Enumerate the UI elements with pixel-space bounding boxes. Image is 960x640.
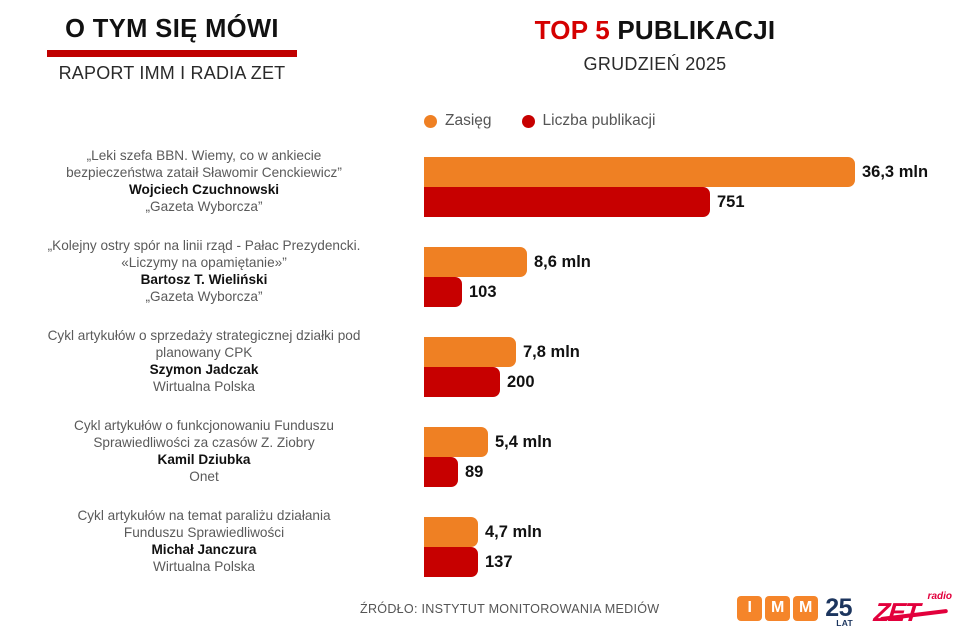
- brand-block: O TYM SIĘ MÓWI RAPORT IMM I RADIA ZET: [27, 16, 317, 84]
- bar-group-publications: 103: [424, 277, 591, 307]
- row-bars: 5,4 mln 89: [424, 427, 552, 487]
- chart-row: „Kolejny ostry spór na linii rząd - Pała…: [0, 238, 960, 328]
- bar-group-publications: 89: [424, 457, 552, 487]
- row-author: Bartosz T. Wieliński: [140, 271, 268, 287]
- imm-letter-m1: M: [765, 595, 791, 621]
- bar-reach[interactable]: [424, 247, 527, 277]
- logo-group: I M M 25 LAT ZET radio: [737, 591, 952, 627]
- bar-value-reach: 7,8 mln: [523, 342, 580, 361]
- imm-logo[interactable]: I M M 25 LAT: [737, 593, 853, 627]
- bar-reach[interactable]: [424, 157, 855, 187]
- row-author: Wojciech Czuchnowski: [128, 181, 280, 197]
- bar-reach[interactable]: [424, 427, 488, 457]
- row-outlet: Wirtualna Polska: [153, 378, 255, 394]
- row-label: „Kolejny ostry spór na linii rząd - Pała…: [0, 238, 408, 305]
- zet-radio-tag: radio: [927, 591, 952, 602]
- row-headline-line: „Leki szefa BBN. Wiemy, co w ankiecie: [86, 148, 322, 163]
- bar-publications[interactable]: [424, 547, 478, 577]
- row-author: Kamil Dziubka: [157, 451, 251, 467]
- brand-title: O TYM SIĘ MÓWI: [65, 15, 279, 43]
- legend-label-publications: Liczba publikacji: [542, 112, 656, 129]
- row-author: Michał Janczura: [151, 541, 257, 557]
- row-outlet: „Gazeta Wyborcza”: [145, 288, 263, 304]
- row-headline-line: „Kolejny ostry spór na linii rząd - Pała…: [47, 238, 361, 253]
- bar-group-publications: 137: [424, 547, 542, 577]
- bar-group-publications: 200: [424, 367, 580, 397]
- row-outlet: Onet: [189, 468, 219, 484]
- bar-publications[interactable]: [424, 187, 710, 217]
- chart-row: Cykl artykułów na temat paraliżu działan…: [0, 508, 960, 598]
- row-outlet: Wirtualna Polska: [153, 558, 255, 574]
- row-author: Szymon Jadczak: [149, 361, 259, 377]
- chart-legend: Zasięg Liczba publikacji: [424, 112, 655, 130]
- bar-value-reach: 4,7 mln: [485, 522, 542, 541]
- bar-value-reach: 8,6 mln: [534, 252, 591, 271]
- bar-value-publications: 103: [469, 282, 497, 301]
- bar-value-reach: 36,3 mln: [862, 162, 929, 181]
- radio-zet-logo[interactable]: ZET radio: [872, 591, 952, 627]
- report-title: TOP 5 PUBLIKACJI: [490, 16, 820, 45]
- row-headline-line: Sprawiedliwości za czasów Z. Ziobry: [93, 434, 315, 450]
- chart-row: Cykl artykułów o sprzedaży strategicznej…: [0, 328, 960, 418]
- footer: ŹRÓDŁO: INSTYTUT MONITOROWANIA MEDIÓW I …: [0, 588, 960, 640]
- bar-value-publications: 200: [507, 372, 535, 391]
- bar-value-publications: 751: [717, 192, 745, 211]
- report-title-accent: TOP 5: [534, 15, 610, 45]
- imm-anniversary-number: 25: [825, 593, 852, 622]
- bar-publications[interactable]: [424, 367, 500, 397]
- imm-letter-m2: M: [793, 595, 819, 621]
- report-title-rest: PUBLIKACJI: [617, 15, 776, 45]
- bar-reach[interactable]: [424, 337, 516, 367]
- header: O TYM SIĘ MÓWI RAPORT IMM I RADIA ZET TO…: [0, 0, 960, 100]
- row-headline-line: Funduszu Sprawiedliwości: [123, 524, 285, 540]
- bar-group-reach: 7,8 mln: [424, 337, 580, 367]
- row-label: Cykl artykułów o funkcjonowaniu Funduszu…: [0, 418, 408, 485]
- legend-swatch-publications-icon: [521, 114, 535, 128]
- brand-divider: [47, 49, 297, 57]
- source-note: ŹRÓDŁO: INSTYTUT MONITOROWANIA MEDIÓW: [360, 602, 660, 616]
- legend-item-reach[interactable]: Zasięg: [424, 112, 492, 130]
- bar-group-reach: 8,6 mln: [424, 247, 591, 277]
- bar-reach[interactable]: [424, 517, 478, 547]
- bar-publications[interactable]: [424, 277, 462, 307]
- bar-publications[interactable]: [424, 457, 458, 487]
- legend-swatch-reach-icon: [424, 114, 437, 128]
- row-headline-line: «Liczymy na opamiętanie»”: [121, 254, 287, 270]
- report-subtitle: GRUDZIEŃ 2025: [583, 53, 727, 74]
- legend-item-publications[interactable]: Liczba publikacji: [521, 112, 656, 130]
- brand-subtitle: RAPORT IMM I RADIA ZET: [58, 62, 286, 83]
- row-bars: 36,3 mln 751: [424, 157, 928, 217]
- bar-value-reach: 5,4 mln: [495, 432, 552, 451]
- row-headline-line: Cykl artykułów na temat paraliżu działan…: [77, 508, 331, 523]
- imm-anniversary-unit: LAT: [836, 618, 853, 628]
- row-outlet: „Gazeta Wyborcza”: [145, 198, 263, 214]
- imm-anniversary: 25 LAT: [825, 593, 853, 627]
- bar-group-reach: 36,3 mln: [424, 157, 928, 187]
- bar-chart: „Leki szefa BBN. Wiemy, co w ankiecie be…: [0, 148, 960, 598]
- row-headline-line: Cykl artykułów o funkcjonowaniu Funduszu: [74, 418, 334, 433]
- chart-row: Cykl artykułów o funkcjonowaniu Funduszu…: [0, 418, 960, 508]
- row-headline-line: Cykl artykułów o sprzedaży strategicznej…: [47, 328, 361, 343]
- bar-group-reach: 4,7 mln: [424, 517, 542, 547]
- row-bars: 4,7 mln 137: [424, 517, 542, 577]
- row-bars: 7,8 mln 200: [424, 337, 580, 397]
- row-label: „Leki szefa BBN. Wiemy, co w ankiecie be…: [0, 148, 408, 215]
- bar-value-publications: 137: [485, 552, 513, 571]
- row-label: Cykl artykułów na temat paraliżu działan…: [0, 508, 408, 575]
- imm-letter-i: I: [737, 595, 763, 621]
- bar-group-reach: 5,4 mln: [424, 427, 552, 457]
- row-label: Cykl artykułów o sprzedaży strategicznej…: [0, 328, 408, 395]
- bar-group-publications: 751: [424, 187, 928, 217]
- row-headline-line: bezpieczeństwa zataił Sławomir Cenckiewi…: [66, 164, 342, 180]
- bar-value-publications: 89: [465, 462, 484, 481]
- report-block: TOP 5 PUBLIKACJI GRUDZIEŃ 2025: [490, 16, 820, 75]
- row-bars: 8,6 mln 103: [424, 247, 591, 307]
- chart-row: „Leki szefa BBN. Wiemy, co w ankiecie be…: [0, 148, 960, 238]
- row-headline-line: planowany CPK: [155, 344, 253, 360]
- legend-label-reach: Zasięg: [445, 112, 492, 129]
